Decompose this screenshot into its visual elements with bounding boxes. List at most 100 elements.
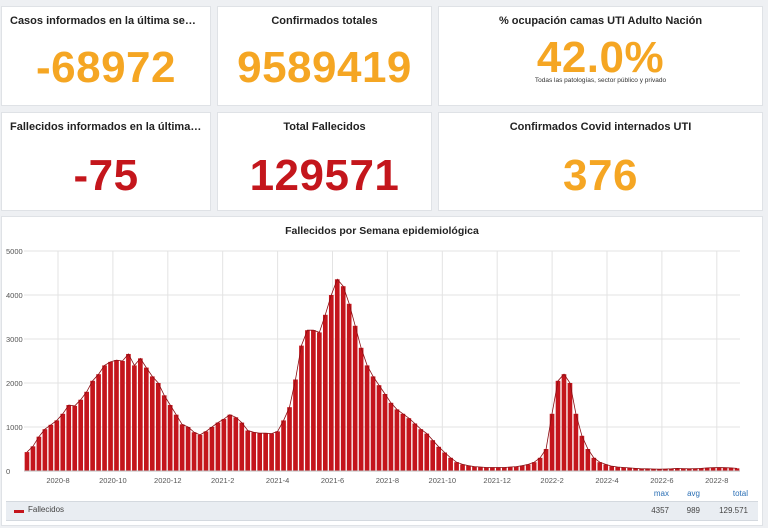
- bar-fallecidos[interactable]: [185, 427, 191, 471]
- bar-fallecidos[interactable]: [263, 433, 268, 471]
- bar-fallecidos[interactable]: [293, 379, 298, 471]
- bar-fallecidos[interactable]: [686, 468, 692, 471]
- bar-fallecidos[interactable]: [704, 467, 710, 471]
- bar-fallecidos[interactable]: [603, 464, 609, 471]
- bar-fallecidos[interactable]: [251, 432, 257, 471]
- bar-fallecidos[interactable]: [30, 446, 36, 471]
- bar-fallecidos[interactable]: [412, 423, 418, 471]
- bar-fallecidos[interactable]: [567, 383, 573, 471]
- bar-fallecidos[interactable]: [555, 380, 561, 471]
- bar-fallecidos[interactable]: [108, 361, 113, 471]
- bar-fallecidos[interactable]: [120, 361, 125, 471]
- bar-fallecidos[interactable]: [734, 468, 740, 471]
- bar-fallecidos[interactable]: [275, 431, 280, 471]
- bar-fallecidos[interactable]: [48, 424, 54, 471]
- bar-fallecidos[interactable]: [692, 468, 698, 471]
- bar-fallecidos[interactable]: [143, 367, 149, 471]
- bar-fallecidos[interactable]: [281, 420, 286, 471]
- bar-fallecidos[interactable]: [448, 457, 453, 471]
- bar-fallecidos[interactable]: [430, 440, 436, 471]
- bar-fallecidos[interactable]: [221, 419, 227, 471]
- bar-fallecidos[interactable]: [149, 376, 155, 471]
- legend-series-fallecidos[interactable]: Fallecidos 4357 989 129.571: [6, 501, 758, 521]
- bar-fallecidos[interactable]: [287, 407, 292, 471]
- bar-fallecidos[interactable]: [531, 462, 537, 471]
- bar-fallecidos[interactable]: [54, 420, 60, 471]
- bar-fallecidos[interactable]: [675, 468, 680, 471]
- bar-fallecidos[interactable]: [179, 424, 185, 471]
- bar-fallecidos[interactable]: [478, 467, 483, 471]
- bar-fallecidos[interactable]: [299, 345, 304, 471]
- bar-fallecidos[interactable]: [484, 467, 489, 471]
- bar-fallecidos[interactable]: [245, 430, 251, 471]
- bar-fallecidos[interactable]: [72, 405, 78, 471]
- bar-fallecidos[interactable]: [639, 468, 644, 471]
- bar-fallecidos[interactable]: [537, 457, 543, 471]
- bar-fallecidos[interactable]: [597, 462, 603, 471]
- bar-fallecidos[interactable]: [209, 427, 215, 471]
- bar-fallecidos[interactable]: [549, 413, 555, 471]
- bar-fallecidos[interactable]: [466, 465, 471, 471]
- bar-fallecidos[interactable]: [418, 429, 424, 471]
- bar-fallecidos[interactable]: [24, 452, 30, 471]
- bar-fallecidos[interactable]: [167, 405, 173, 471]
- bar-fallecidos[interactable]: [651, 469, 656, 471]
- bar-fallecidos[interactable]: [60, 413, 66, 471]
- bar-fallecidos[interactable]: [138, 358, 143, 471]
- bar-fallecidos[interactable]: [155, 383, 161, 471]
- bar-fallecidos[interactable]: [525, 464, 531, 471]
- bar-fallecidos[interactable]: [269, 433, 274, 471]
- bar-fallecidos[interactable]: [239, 422, 245, 471]
- bar-fallecidos[interactable]: [621, 467, 626, 471]
- bar-fallecidos[interactable]: [311, 330, 316, 471]
- bar-fallecidos[interactable]: [519, 465, 525, 471]
- bar-fallecidos[interactable]: [102, 365, 107, 471]
- bar-fallecidos[interactable]: [716, 467, 722, 471]
- bar-fallecidos[interactable]: [364, 365, 370, 471]
- bar-fallecidos[interactable]: [633, 468, 638, 471]
- bar-fallecidos[interactable]: [203, 431, 209, 471]
- bar-fallecidos[interactable]: [197, 434, 203, 471]
- bar-fallecidos[interactable]: [394, 409, 400, 471]
- bar-fallecidos[interactable]: [317, 332, 322, 471]
- bar-fallecidos[interactable]: [114, 360, 119, 471]
- bar-fallecidos[interactable]: [615, 467, 621, 471]
- bar-fallecidos[interactable]: [585, 449, 591, 471]
- bar-fallecidos[interactable]: [663, 469, 668, 471]
- bar-fallecidos[interactable]: [96, 374, 101, 471]
- bar-fallecidos[interactable]: [442, 452, 447, 471]
- bar-fallecidos[interactable]: [322, 314, 328, 471]
- bar-fallecidos[interactable]: [66, 405, 72, 471]
- bar-fallecidos[interactable]: [436, 446, 442, 471]
- bar-fallecidos[interactable]: [36, 436, 42, 471]
- bar-fallecidos[interactable]: [340, 286, 346, 471]
- bar-fallecidos[interactable]: [424, 433, 430, 471]
- bar-fallecidos[interactable]: [609, 466, 615, 471]
- bar-fallecidos[interactable]: [257, 433, 263, 471]
- bar-fallecidos[interactable]: [561, 374, 567, 471]
- bar-fallecidos[interactable]: [591, 457, 597, 471]
- bar-fallecidos[interactable]: [161, 395, 167, 471]
- bar-fallecidos[interactable]: [90, 380, 95, 471]
- bar-fallecidos[interactable]: [233, 417, 239, 471]
- bar-fallecidos[interactable]: [227, 414, 233, 471]
- bar-fallecidos[interactable]: [460, 464, 465, 471]
- bar-fallecidos[interactable]: [710, 467, 716, 471]
- bar-fallecidos[interactable]: [573, 413, 579, 471]
- bar-fallecidos[interactable]: [370, 376, 376, 471]
- bar-fallecidos[interactable]: [627, 467, 632, 471]
- bar-fallecidos[interactable]: [728, 467, 734, 471]
- bar-fallecidos[interactable]: [472, 466, 477, 471]
- bar-fallecidos[interactable]: [579, 435, 585, 471]
- bar-fallecidos[interactable]: [132, 365, 137, 471]
- bar-fallecidos[interactable]: [78, 399, 84, 471]
- bar-fallecidos[interactable]: [645, 468, 650, 471]
- bar-fallecidos[interactable]: [406, 418, 412, 471]
- bar-fallecidos[interactable]: [126, 353, 131, 471]
- bar-fallecidos[interactable]: [334, 279, 340, 471]
- bar-fallecidos[interactable]: [669, 468, 674, 471]
- bar-fallecidos[interactable]: [215, 422, 221, 471]
- bar-fallecidos[interactable]: [173, 414, 179, 471]
- bar-fallecidos[interactable]: [680, 468, 686, 471]
- bar-fallecidos[interactable]: [42, 429, 48, 471]
